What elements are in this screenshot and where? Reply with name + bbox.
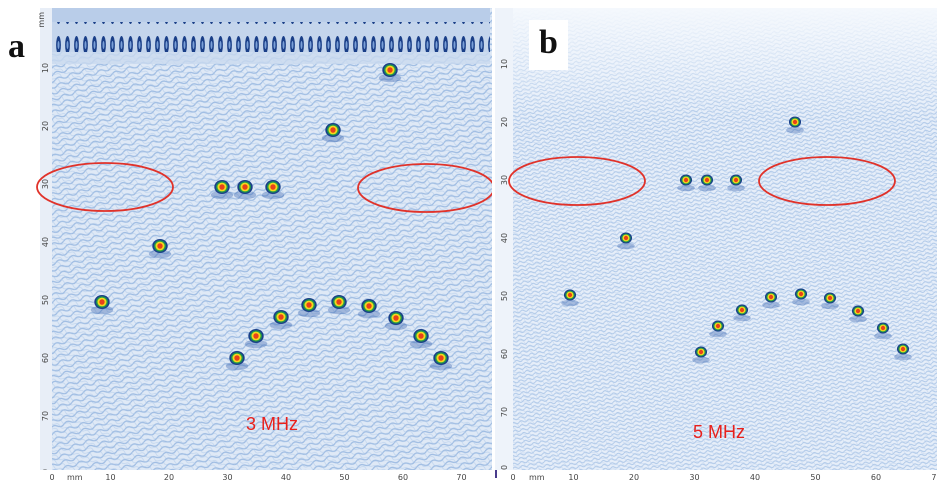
reflector-spot: [225, 351, 249, 371]
x-tick-label: 40: [281, 473, 291, 482]
x-tick-label: 40: [750, 473, 760, 482]
x-tick-label: 50: [339, 473, 349, 482]
reflector-spot: [384, 311, 408, 331]
reflector-spot: [762, 291, 780, 309]
y-tick-label: 10: [500, 59, 509, 69]
reflector-spot: [692, 346, 710, 364]
frequency-label: 5 MHz: [693, 422, 746, 442]
y-tick-label: 40: [41, 237, 50, 247]
reflector-spot: [849, 305, 867, 323]
reflector-spot: [90, 295, 114, 315]
reflector-spot: [269, 310, 293, 330]
reflector-spot: [786, 116, 804, 134]
x-tick-label: 10: [105, 473, 115, 482]
reflector-spot: [327, 295, 351, 315]
x-axis-unit: mm: [67, 473, 83, 482]
x-tick-label: 10: [568, 473, 578, 482]
reflector-spot: [894, 343, 912, 361]
x-tick-label: 30: [689, 473, 699, 482]
y-tick-label: 10: [41, 63, 50, 73]
reflector-spot: [210, 180, 234, 200]
y-axis-unit: mm: [37, 12, 46, 28]
reflector-spot: [297, 298, 321, 318]
highlight-ellipse-right: [357, 163, 492, 213]
reflector-spot: [148, 239, 172, 259]
y-tick-label: 70: [500, 407, 509, 417]
x-tick-label: 60: [398, 473, 408, 482]
reflector-spot: [874, 322, 892, 340]
x-tick-label: 70: [931, 473, 937, 482]
divider-mark: [495, 470, 497, 478]
y-tick-label: 30: [41, 179, 50, 189]
y-tick-label: 30: [500, 175, 509, 185]
reflector-spot: [677, 174, 695, 192]
y-tick-label: 70: [41, 411, 50, 421]
reflector-spot: [429, 351, 453, 371]
highlight-ellipse-right: [758, 156, 896, 206]
highlight-ellipse-left: [36, 162, 174, 212]
y-tick-label: 50: [41, 295, 50, 305]
frequency-label: 3 MHz: [246, 414, 299, 434]
x-tick-label: 30: [222, 473, 232, 482]
reflector-spot: [792, 288, 810, 306]
reflector-spot: [617, 232, 635, 250]
x-tick-label: 0: [510, 473, 515, 482]
reflector-group: [561, 116, 912, 364]
reflector-spot: [357, 299, 381, 319]
panel-divider: [492, 0, 495, 482]
x-tick-label: 0: [49, 473, 54, 482]
panel-letter: b: [529, 20, 568, 70]
y-tick-label: 40: [500, 233, 509, 243]
reflector-spot: [821, 292, 839, 310]
y-tick-label: 50: [500, 291, 509, 301]
reflector-spot: [727, 174, 745, 192]
panel-letter: a: [8, 28, 25, 65]
highlight-ellipse-left: [508, 156, 646, 206]
reflector-spot: [261, 180, 285, 200]
y-tick-label: 20: [500, 117, 509, 127]
reflector-spot: [409, 329, 433, 349]
x-axis-unit: mm: [529, 473, 545, 482]
x-tick-label: 20: [164, 473, 174, 482]
x-tick-label: 70: [456, 473, 466, 482]
reflector-spot: [378, 63, 402, 83]
reflector-spot: [698, 174, 716, 192]
reflector-group: [90, 63, 453, 371]
reflector-spot: [244, 329, 268, 349]
reflector-spot: [709, 320, 727, 338]
y-tick-label: 60: [41, 353, 50, 363]
x-tick-label: 60: [871, 473, 881, 482]
reflector-spot: [321, 123, 345, 143]
y-tick-label: 20: [41, 121, 50, 131]
reflector-spot: [233, 180, 257, 200]
x-tick-label: 50: [810, 473, 820, 482]
x-tick-label: 20: [629, 473, 639, 482]
reflector-spot: [733, 304, 751, 322]
reflector-spot: [561, 289, 579, 307]
y-tick-label: 60: [500, 349, 509, 359]
